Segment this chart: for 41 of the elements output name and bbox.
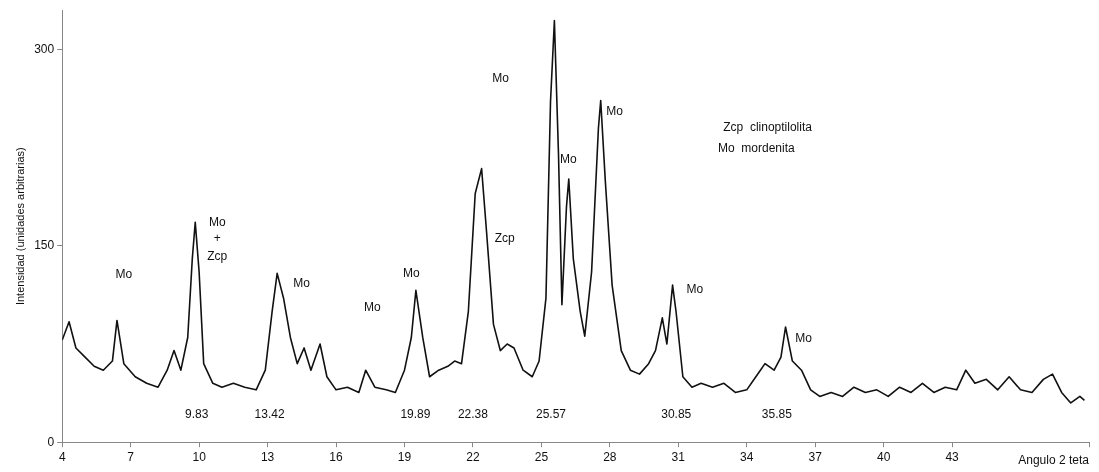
annotation: 35.85 (761, 406, 793, 421)
x-tick-label: 37 (808, 449, 823, 464)
annotation: 13.42 (254, 406, 285, 421)
annotation: Mo (606, 104, 624, 119)
annotation: Mo (363, 299, 381, 314)
annotation: Mo mordenita (717, 141, 795, 156)
x-tick-label: 4 (58, 449, 66, 464)
x-tick-label: 10 (192, 449, 207, 464)
annotation: Mo (402, 265, 420, 280)
x-tick-label: 19 (397, 449, 412, 464)
x-tick-label: 34 (740, 449, 754, 464)
y-tick-label: 150 (34, 238, 55, 253)
annotation: Zcp (494, 231, 516, 246)
annotation: Mo (208, 214, 226, 229)
annotation: 25.57 (535, 406, 567, 421)
annotation: 19.89 (400, 406, 431, 421)
x-tick-label: 25 (534, 449, 549, 464)
annotation: Mo (293, 275, 311, 290)
x-tick-label: 40 (876, 449, 891, 464)
annotation: Mo (560, 151, 578, 166)
annotation: Mo (686, 282, 704, 297)
x-tick-label: 22 (466, 449, 480, 464)
x-tick-label: 43 (945, 449, 960, 464)
annotation: 22.38 (457, 406, 489, 421)
annotation: 30.85 (661, 406, 692, 421)
annotation: 9.83 (185, 406, 209, 421)
annotation: Zcp (207, 248, 228, 263)
y-axis-title: Intensidad (unidades arbitrarias) (13, 147, 26, 306)
annotation: + (213, 231, 221, 246)
x-tick-label: 28 (603, 449, 617, 464)
annotation: Mo (795, 331, 813, 346)
y-tick-label: 300 (34, 41, 55, 56)
x-tick-label: 13 (260, 449, 275, 464)
x-axis-title: Angulo 2 teta (1018, 453, 1090, 468)
annotation: Zcp clinoptilolita (723, 120, 813, 135)
x-tick-label: 16 (329, 449, 344, 464)
x-tick-label: 31 (671, 449, 686, 464)
x-tick-label: 7 (127, 449, 135, 464)
annotation: Mo (115, 266, 133, 281)
y-tick-label: 0 (47, 434, 55, 449)
annotation: Mo (492, 70, 510, 85)
